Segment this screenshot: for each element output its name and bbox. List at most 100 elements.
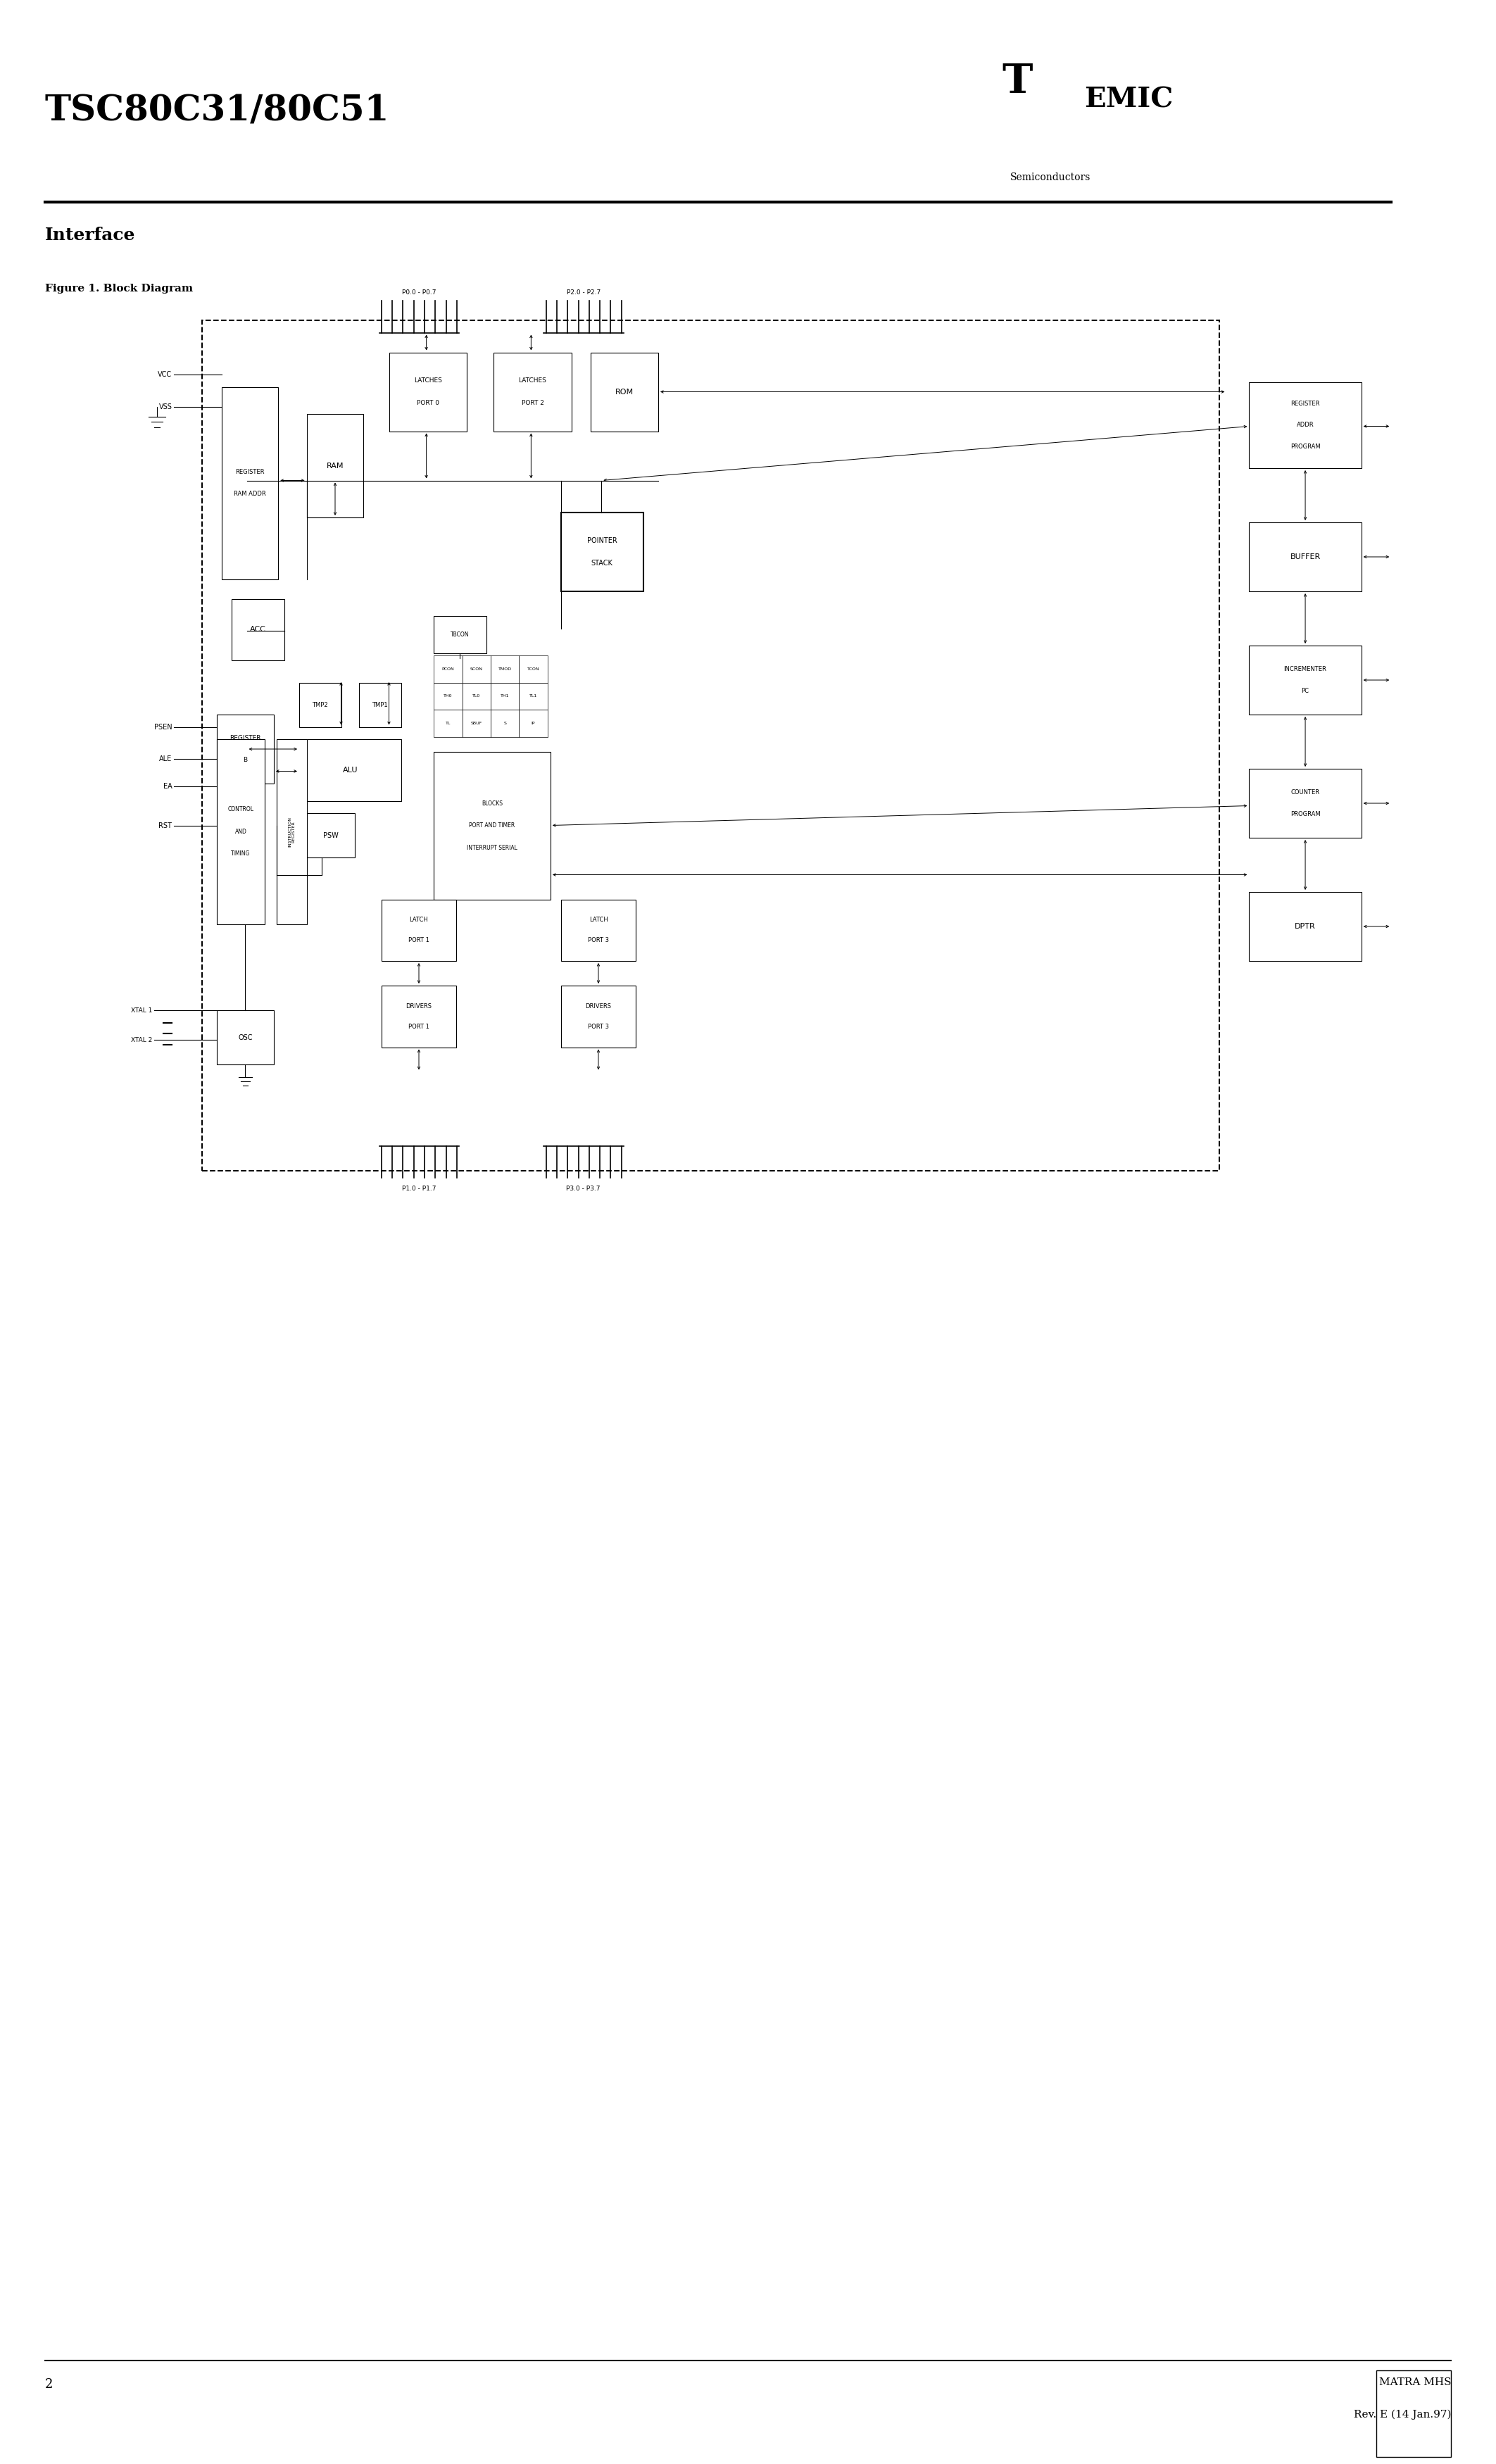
Text: ALU: ALU	[343, 766, 358, 774]
Text: B: B	[244, 756, 247, 764]
Bar	[381, 899, 456, 961]
Bar	[519, 683, 548, 710]
Bar	[359, 683, 401, 727]
Bar	[299, 683, 341, 727]
Text: REGISTER: REGISTER	[230, 734, 260, 742]
Bar	[1249, 646, 1361, 715]
Text: VSS: VSS	[159, 404, 172, 409]
Bar	[381, 986, 456, 1047]
Text: TMP1: TMP1	[373, 702, 387, 707]
Text: P0.0 - P0.7: P0.0 - P0.7	[402, 288, 435, 296]
Text: POINTER: POINTER	[586, 537, 618, 545]
Text: BLOCKS: BLOCKS	[482, 801, 503, 806]
Text: TH0: TH0	[444, 695, 452, 697]
Text: PROGRAM: PROGRAM	[1290, 811, 1321, 818]
Bar	[519, 655, 548, 683]
Bar	[307, 813, 355, 857]
Text: INSTRUCTION
REGISTER: INSTRUCTION REGISTER	[287, 816, 296, 848]
Text: EA: EA	[163, 784, 172, 788]
Text: OSC: OSC	[238, 1035, 253, 1040]
Bar	[462, 710, 491, 737]
Bar	[299, 739, 401, 801]
Bar	[561, 513, 643, 591]
Text: EMIC: EMIC	[1085, 86, 1173, 113]
Bar	[202, 320, 1219, 1170]
Text: PROGRAM: PROGRAM	[1290, 444, 1321, 451]
Text: TIMING: TIMING	[232, 850, 250, 857]
Text: TH1: TH1	[501, 695, 509, 697]
Text: PCON: PCON	[441, 668, 455, 670]
Text: VCC: VCC	[159, 372, 172, 377]
Bar	[491, 655, 519, 683]
Text: PORT 1: PORT 1	[408, 1023, 429, 1030]
Bar	[434, 752, 551, 899]
Text: PORT AND TIMER: PORT AND TIMER	[470, 823, 515, 828]
Bar	[217, 1010, 274, 1064]
Bar	[232, 599, 284, 660]
Text: PORT 3: PORT 3	[588, 1023, 609, 1030]
Text: DRIVERS: DRIVERS	[405, 1003, 432, 1010]
Text: TMP2: TMP2	[313, 702, 328, 707]
Bar	[519, 710, 548, 737]
Bar	[277, 739, 307, 924]
Text: Rev. E (14 Jan.97): Rev. E (14 Jan.97)	[1354, 2410, 1451, 2420]
Text: TL: TL	[446, 722, 450, 724]
Text: TMOD: TMOD	[498, 668, 512, 670]
Bar	[462, 655, 491, 683]
Bar	[1249, 769, 1361, 838]
Text: XTAL 2: XTAL 2	[132, 1037, 153, 1042]
Text: Semiconductors: Semiconductors	[1010, 172, 1091, 182]
Bar	[1249, 382, 1361, 468]
Text: SBUF: SBUF	[471, 722, 482, 724]
Text: P2.0 - P2.7: P2.0 - P2.7	[567, 288, 600, 296]
Text: XTAL 1: XTAL 1	[132, 1008, 153, 1013]
Text: DPTR: DPTR	[1296, 924, 1316, 929]
Text: PSW: PSW	[323, 833, 338, 838]
Bar	[434, 710, 462, 737]
Text: LATCH: LATCH	[589, 917, 607, 924]
Text: T: T	[1002, 62, 1032, 101]
Text: INCREMENTER: INCREMENTER	[1284, 665, 1327, 673]
Text: ALE: ALE	[159, 756, 172, 761]
Text: CONTROL: CONTROL	[227, 806, 254, 813]
Text: PORT 0: PORT 0	[416, 399, 440, 407]
Text: IP: IP	[531, 722, 536, 724]
Text: STACK: STACK	[591, 559, 613, 567]
Text: AND: AND	[235, 828, 247, 835]
Bar	[1249, 522, 1361, 591]
Bar	[494, 352, 571, 431]
Bar	[1249, 892, 1361, 961]
Bar	[561, 899, 636, 961]
Bar	[217, 739, 265, 924]
Text: PORT 3: PORT 3	[588, 936, 609, 944]
Text: RAM ADDR: RAM ADDR	[233, 490, 266, 498]
Bar	[1376, 2370, 1451, 2457]
Text: P1.0 - P1.7: P1.0 - P1.7	[402, 1185, 435, 1193]
Text: TL0: TL0	[473, 695, 480, 697]
Bar	[434, 655, 462, 683]
Bar	[434, 683, 462, 710]
Text: TL1: TL1	[530, 695, 537, 697]
Bar	[221, 387, 278, 579]
Text: PSEN: PSEN	[154, 724, 172, 729]
Bar	[307, 414, 364, 517]
Text: TBCON: TBCON	[450, 631, 470, 638]
Text: PORT 1: PORT 1	[408, 936, 429, 944]
Text: INTERRUPT SERIAL: INTERRUPT SERIAL	[467, 845, 518, 850]
Text: ADDR: ADDR	[1297, 421, 1313, 429]
Text: LATCHES: LATCHES	[414, 377, 441, 384]
Text: ROM: ROM	[615, 389, 634, 394]
Text: RST: RST	[159, 823, 172, 828]
Text: PORT 2: PORT 2	[522, 399, 545, 407]
Bar	[491, 683, 519, 710]
Text: ACC: ACC	[250, 626, 266, 633]
Bar	[491, 710, 519, 737]
Text: LATCHES: LATCHES	[519, 377, 546, 384]
Text: COUNTER: COUNTER	[1291, 788, 1319, 796]
Text: LATCH: LATCH	[410, 917, 428, 924]
Text: P3.0 - P3.7: P3.0 - P3.7	[567, 1185, 600, 1193]
Text: REGISTER: REGISTER	[1291, 399, 1319, 407]
Text: REGISTER: REGISTER	[235, 468, 265, 476]
Text: BUFFER: BUFFER	[1290, 554, 1321, 559]
Text: MATRA MHS: MATRA MHS	[1379, 2378, 1451, 2388]
